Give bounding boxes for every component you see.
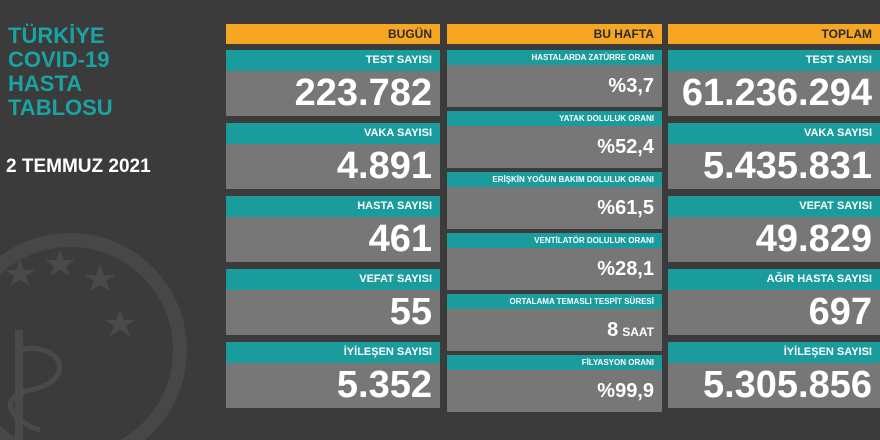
card-label: VENTİLATÖR DOLULUK ORANI xyxy=(447,233,662,248)
card-value: 49.829 xyxy=(755,218,872,260)
card-label: ERİŞKİN YOĞUN BAKIM DOLULUK ORANI xyxy=(447,172,662,187)
card-value: %3,7 xyxy=(608,75,654,97)
card-value: 5.352 xyxy=(336,364,432,406)
card-value-box: %61,5 xyxy=(447,187,662,229)
card-value: 61.236.294 xyxy=(681,72,872,114)
card-unit: SAAT xyxy=(622,325,654,339)
card-value-box: 697 xyxy=(668,290,880,335)
card-label: İYİLEŞEN SAYISI xyxy=(668,342,880,363)
column-header: TOPLAM xyxy=(668,24,880,44)
card-value: %99,9 xyxy=(597,380,654,402)
card-value-box: %3,7 xyxy=(447,65,662,107)
card-value: 55 xyxy=(389,291,432,333)
card-label: TEST SAYISI xyxy=(226,50,440,71)
card-value: 223.782 xyxy=(294,72,432,114)
title: TÜRKİYE COVID-19 HASTA TABLOSU xyxy=(8,24,113,120)
card-label: VEFAT SAYISI xyxy=(226,269,440,290)
card-value-box: 5.305.856 xyxy=(668,363,880,408)
card-value: 5.305.856 xyxy=(702,364,872,406)
column-header: BUGÜN xyxy=(226,24,440,44)
card-value-box: 4.891 xyxy=(226,144,440,189)
card-value-box: 461 xyxy=(226,217,440,262)
title-line: HASTA xyxy=(8,71,83,96)
card-value-box: 5.435.831 xyxy=(668,144,880,189)
card-value: %28,1 xyxy=(597,258,654,280)
card-label: YATAK DOLULUK ORANI xyxy=(447,111,662,126)
card-value-box: %52,4 xyxy=(447,126,662,168)
date: 2 TEMMUZ 2021 xyxy=(6,156,151,177)
card-value-box: 8 SAAT xyxy=(447,309,662,351)
card-label: VAKA SAYISI xyxy=(226,123,440,144)
card-label: VEFAT SAYISI xyxy=(668,196,880,217)
card-label: HASTA SAYISI xyxy=(226,196,440,217)
card-value-box: 61.236.294 xyxy=(668,71,880,116)
card-label: İYİLEŞEN SAYISI xyxy=(226,342,440,363)
card-value: 461 xyxy=(368,218,432,260)
card-value-box: 55 xyxy=(226,290,440,335)
card-label: TEST SAYISI xyxy=(668,50,880,71)
card-label: VAKA SAYISI xyxy=(668,123,880,144)
card-value: 4.891 xyxy=(336,145,432,187)
card-value: 5.435.831 xyxy=(702,145,872,187)
card-value: 697 xyxy=(808,291,872,333)
card-value: 8 xyxy=(607,319,619,341)
card-value: %61,5 xyxy=(597,197,654,219)
card-value-box: 49.829 xyxy=(668,217,880,262)
card-value-box: 5.352 xyxy=(226,363,440,408)
title-line: TABLOSU xyxy=(8,95,113,120)
title-line: COVID-19 xyxy=(8,47,110,72)
column-header: BU HAFTA xyxy=(447,24,662,44)
card-value-box: 223.782 xyxy=(226,71,440,116)
card-value: %52,4 xyxy=(597,136,654,158)
card-label: ORTALAMA TEMASLI TESPİT SÜRESİ xyxy=(447,294,662,309)
card-value-box: %28,1 xyxy=(447,248,662,290)
card-label: HASTALARDA ZATÜRRE ORANI xyxy=(447,50,662,65)
card-label: AĞIR HASTA SAYISI xyxy=(668,269,880,290)
emblem xyxy=(0,233,187,440)
card-label: FİLYASYON ORANI xyxy=(447,355,662,370)
card-value-box: %99,9 xyxy=(447,370,662,412)
title-line: TÜRKİYE xyxy=(8,23,105,48)
